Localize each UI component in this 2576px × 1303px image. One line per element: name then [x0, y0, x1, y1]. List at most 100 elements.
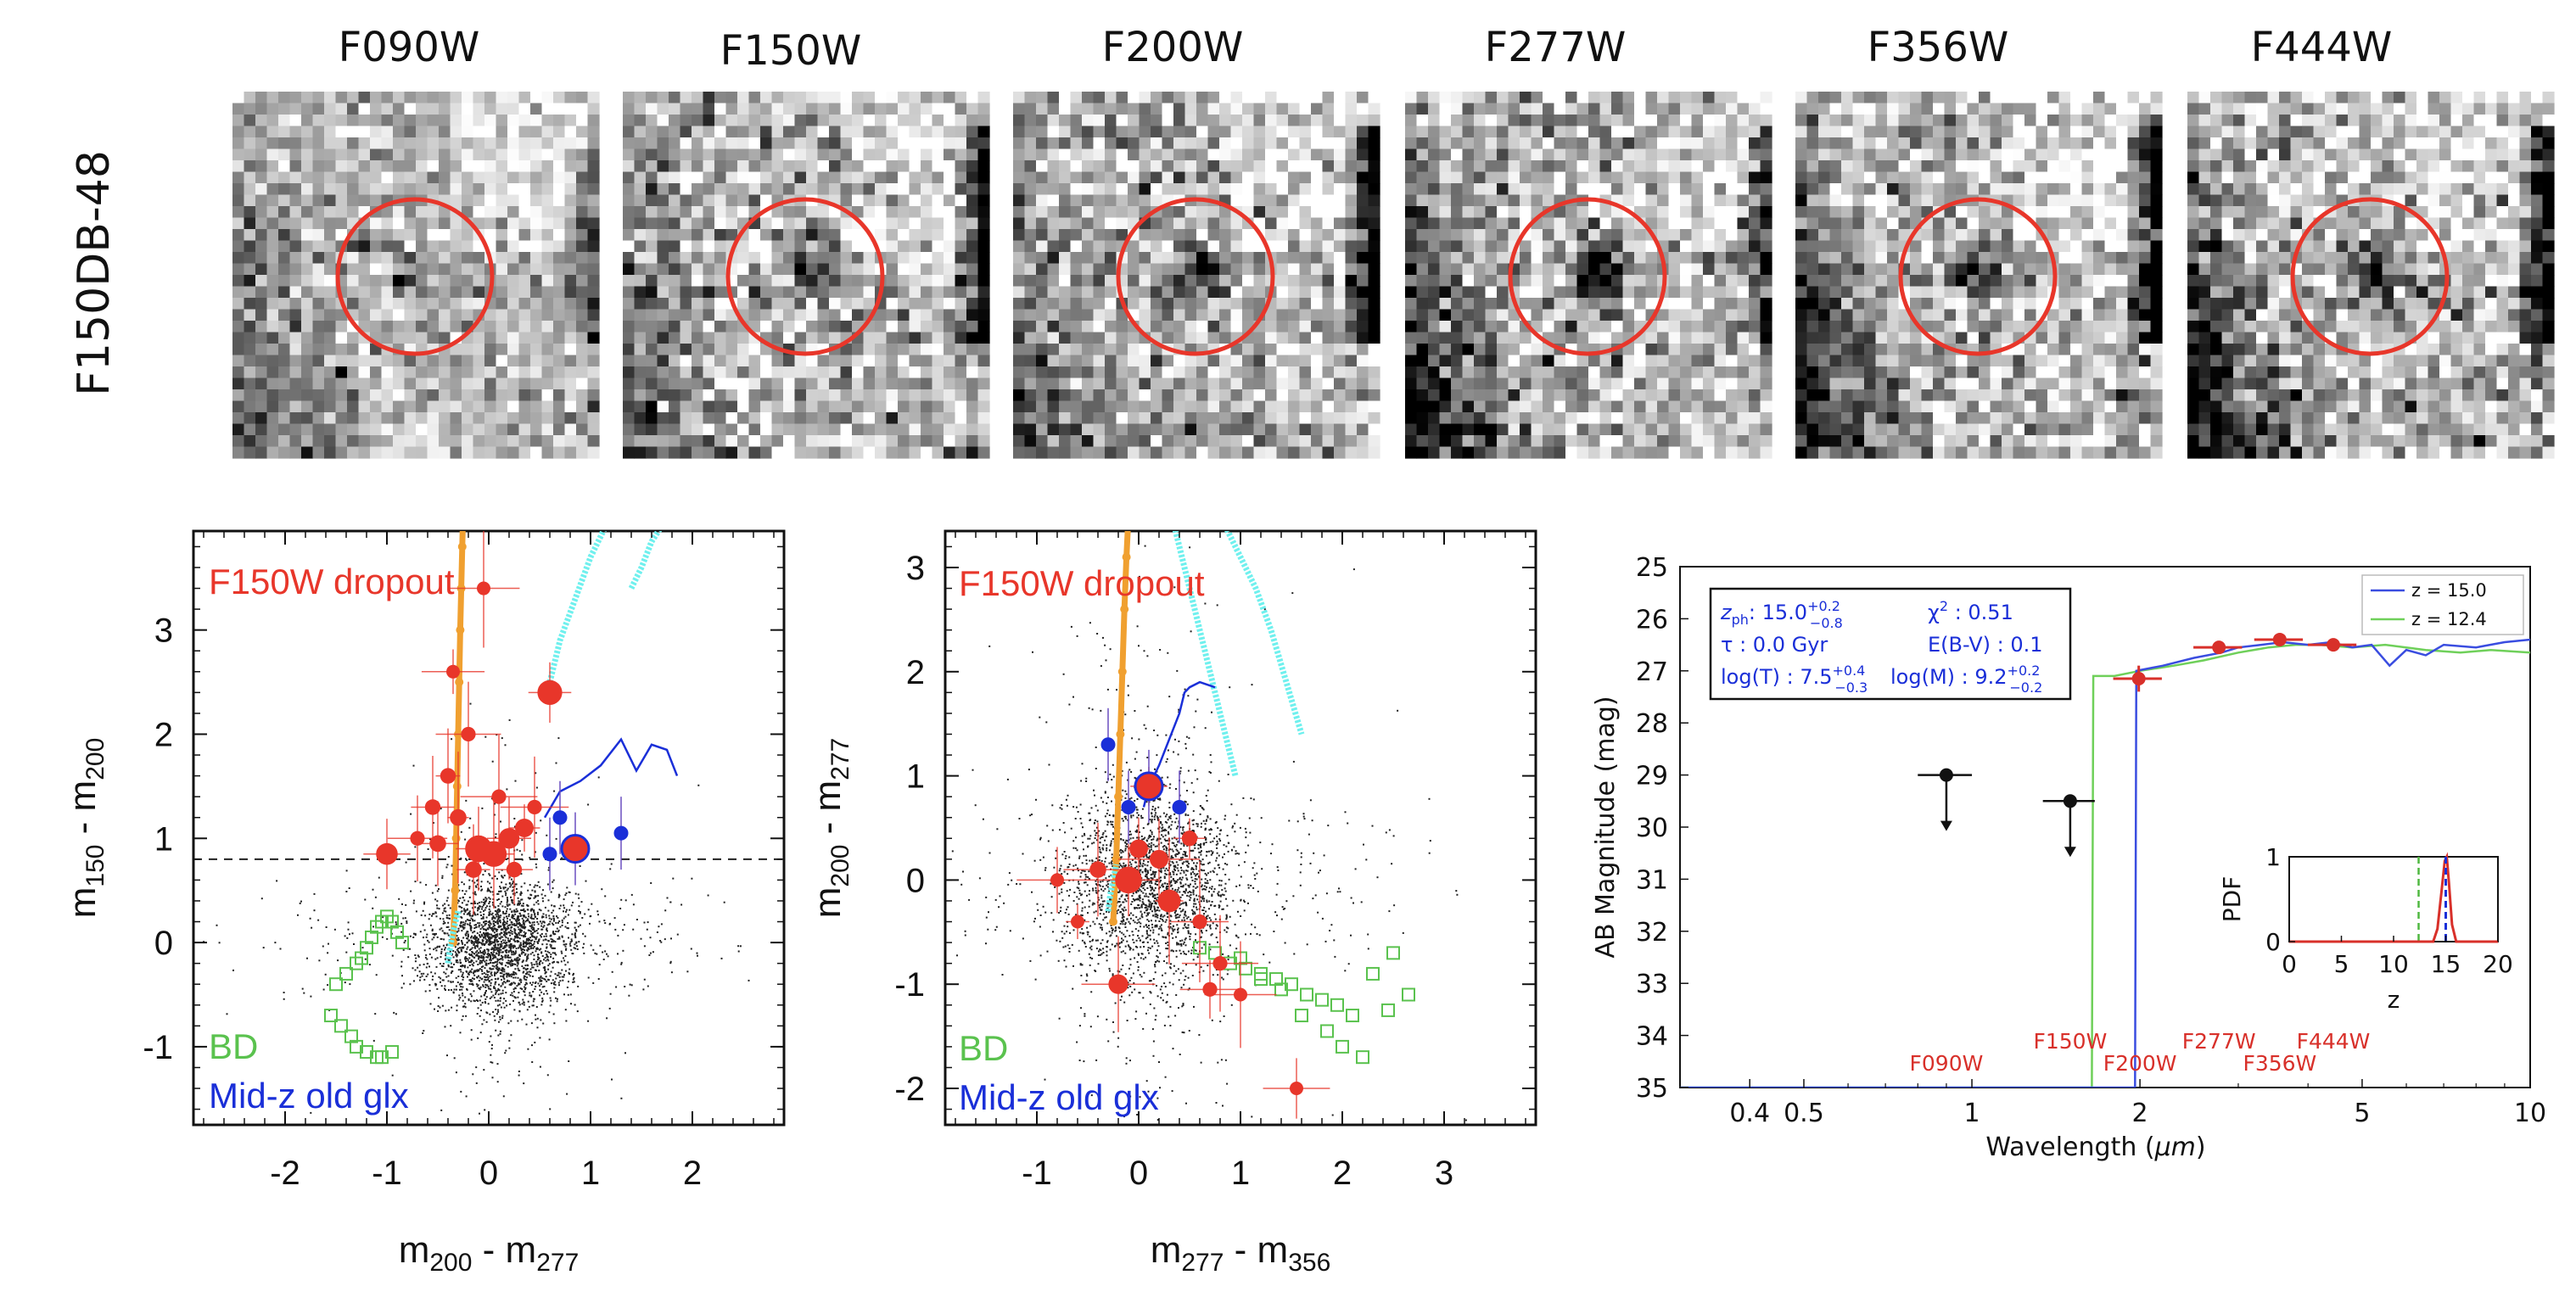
- stamp-pixel: [737, 263, 750, 276]
- stamp-pixel: [1451, 240, 1464, 253]
- stamp-pixel: [737, 446, 750, 459]
- stamp-pixel: [977, 366, 990, 379]
- stamp-pixel: [1576, 148, 1589, 161]
- stamp-pixel: [932, 309, 944, 322]
- stamp-pixel: [484, 400, 497, 413]
- stamp-pixel: [909, 298, 921, 310]
- stamp-pixel: [2002, 206, 2014, 219]
- stamp-pixel: [1162, 332, 1174, 344]
- stamp-pixel: [1726, 377, 1739, 390]
- stamp-pixel: [692, 183, 704, 196]
- stamp-pixel: [1059, 126, 1072, 138]
- stamp-pixel: [450, 423, 462, 436]
- stamp-pixel: [1013, 446, 1026, 459]
- stamp-pixel: [1657, 344, 1670, 356]
- stamp-pixel: [576, 412, 589, 425]
- stamp-pixel: [2116, 115, 2129, 127]
- stamp-pixel: [2024, 275, 2037, 288]
- stamp-pixel: [1036, 148, 1049, 161]
- stamp-pixel: [1116, 126, 1128, 138]
- stamp-pixel: [1543, 412, 1555, 425]
- stamp-pixel: [657, 229, 669, 242]
- stamp-pixel: [1036, 252, 1049, 265]
- stamp-pixel: [381, 309, 394, 322]
- stamp-pixel: [496, 366, 508, 379]
- stamp-pixel: [266, 423, 279, 436]
- stamp-pixel: [1829, 377, 1842, 390]
- stamp-pixel: [1864, 344, 1877, 356]
- stamp-pixel: [2127, 115, 2140, 127]
- stamp-pixel: [289, 366, 302, 379]
- stamp-pixel: [1944, 400, 1957, 413]
- stamp-pixel: [1657, 194, 1670, 207]
- stamp-pixel: [725, 400, 738, 413]
- stamp-pixel: [921, 286, 933, 299]
- stamp-pixel: [840, 126, 853, 138]
- stamp-pixel: [1622, 115, 1635, 127]
- stamp-pixel: [358, 344, 371, 356]
- stamp-pixel: [1749, 435, 1761, 448]
- stamp-pixel: [1554, 137, 1566, 150]
- stamp-pixel: [266, 183, 279, 196]
- stamp-pixel: [1036, 446, 1049, 459]
- stamp-pixel: [714, 423, 727, 436]
- stamp-pixel: [1105, 194, 1117, 207]
- stamp-pixel: [1276, 309, 1289, 322]
- stamp-pixel: [1116, 206, 1128, 219]
- stamp-pixel: [553, 183, 566, 196]
- stamp-pixel: [416, 423, 428, 436]
- stamp-pixel: [1105, 240, 1117, 253]
- stamp-pixel: [966, 263, 979, 276]
- stamp-pixel: [1288, 412, 1301, 425]
- stamp-pixel: [1474, 309, 1487, 322]
- stamp-pixel: [1967, 240, 1980, 253]
- stamp-pixel: [692, 229, 704, 242]
- stamp-pixel: [898, 148, 910, 161]
- stamp-pixel: [634, 160, 647, 173]
- stamp-pixel: [2013, 103, 2025, 115]
- stamp-pixel: [278, 332, 291, 344]
- stamp-pixel: [496, 377, 508, 390]
- stamp-pixel: [1105, 309, 1117, 322]
- stamp-pixel: [1565, 183, 1578, 196]
- stamp-pixel: [1852, 194, 1865, 207]
- stamp-pixel: [1070, 137, 1083, 150]
- stamp-pixel: [1967, 103, 1980, 115]
- stamp-pixel: [1162, 240, 1174, 253]
- stamp-pixel: [1276, 389, 1289, 402]
- stamp-pixel: [1184, 171, 1197, 184]
- stamp-pixel: [737, 366, 750, 379]
- stamp-pixel: [1357, 446, 1369, 459]
- stamp-pixel: [1059, 355, 1072, 367]
- stamp-pixel: [1230, 435, 1243, 448]
- stamp-pixel: [771, 229, 784, 242]
- stamp-pixel: [1173, 298, 1186, 310]
- stamp-pixel: [1979, 400, 1991, 413]
- stamp-pixel: [1265, 217, 1278, 230]
- stamp-pixel: [760, 194, 773, 207]
- stamp-pixel: [725, 446, 738, 459]
- stamp-pixel: [714, 286, 727, 299]
- stamp-pixel: [1059, 423, 1072, 436]
- stamp-pixel: [518, 171, 531, 184]
- stamp-pixel: [2139, 92, 2152, 104]
- stamp-pixel: [1497, 275, 1509, 288]
- stamp-pixel: [1531, 183, 1543, 196]
- stamp-pixel: [692, 298, 704, 310]
- stamp-pixel: [725, 366, 738, 379]
- stamp-pixel: [840, 435, 853, 448]
- stamp-pixel: [301, 263, 314, 276]
- stamp-pixel: [370, 160, 383, 173]
- stamp-pixel: [1622, 355, 1635, 367]
- stamp-pixel: [244, 171, 256, 184]
- stamp-pixel: [1474, 194, 1487, 207]
- stamp-pixel: [2058, 206, 2071, 219]
- stamp-pixel: [806, 309, 819, 322]
- stamp-pixel: [416, 148, 428, 161]
- stamp-pixel: [1428, 366, 1441, 379]
- stamp-pixel: [496, 423, 508, 436]
- stamp-image-f356w: [1795, 92, 2163, 459]
- stamp-pixel: [1933, 217, 1946, 230]
- stamp-pixel: [1645, 423, 1658, 436]
- stamp-pixel: [1105, 286, 1117, 299]
